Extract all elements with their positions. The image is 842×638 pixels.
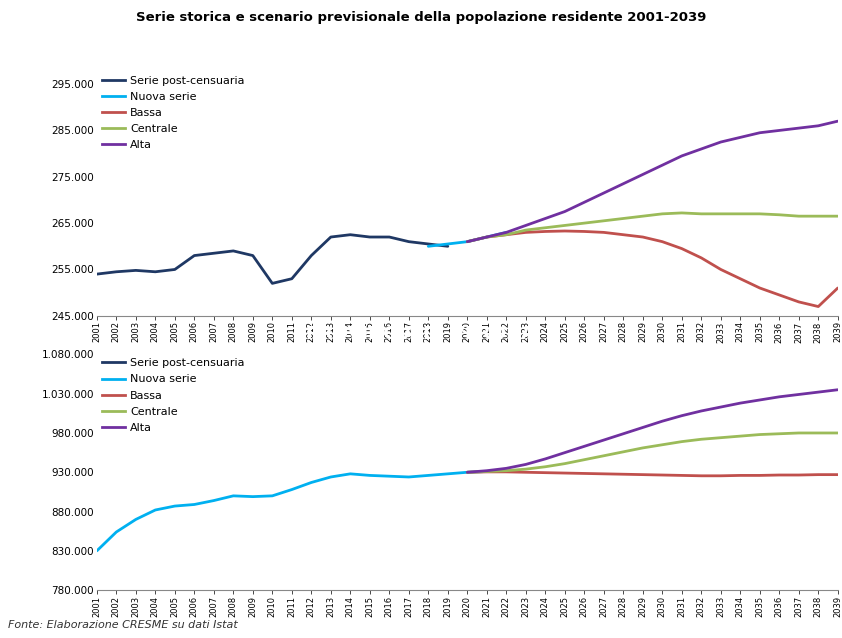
Text: PROVINCIA DI VERONA: PROVINCIA DI VERONA bbox=[306, 325, 536, 343]
Text: Fonte: Elaborazione CRESME su dati Istat: Fonte: Elaborazione CRESME su dati Istat bbox=[8, 620, 238, 630]
Legend: Serie post-censuaria, Nuova serie, Bassa, Centrale, Alta: Serie post-censuaria, Nuova serie, Bassa… bbox=[100, 73, 247, 152]
Text: COMUNE DI VERONA: COMUNE DI VERONA bbox=[318, 41, 524, 59]
Legend: Serie post-censuaria, Nuova serie, Bassa, Centrale, Alta: Serie post-censuaria, Nuova serie, Bassa… bbox=[100, 356, 247, 435]
Text: Serie storica e scenario previsionale della popolazione residente 2001-2039: Serie storica e scenario previsionale de… bbox=[136, 11, 706, 24]
